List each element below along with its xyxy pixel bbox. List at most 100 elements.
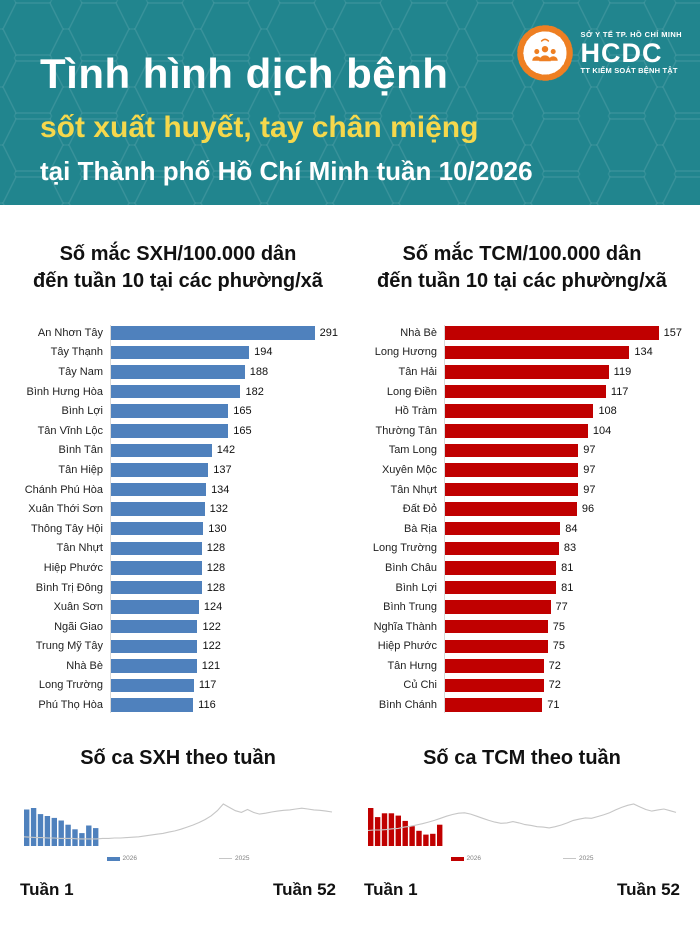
bar <box>110 463 209 477</box>
bar-value-label: 75 <box>552 640 566 653</box>
bar <box>110 345 250 360</box>
bar-value-label: 75 <box>552 620 566 633</box>
bar-track: 97 <box>444 463 682 477</box>
bar <box>110 659 197 673</box>
hcdc-logo: SỞ Y TẾ TP. HỒ CHÍ MINH HCDC TT KIỂM SOÁ… <box>516 24 682 82</box>
bar-value-label: 134 <box>634 346 653 359</box>
bar-track: 117 <box>444 384 682 399</box>
bar-value-label: 104 <box>592 424 612 437</box>
sxh-week-axis-labels: Tuần 1 Tuần 52 <box>18 880 338 900</box>
bar-track: 72 <box>444 678 682 693</box>
bar-track: 96 <box>444 502 682 516</box>
bar-category-label: Tây Thạnh <box>50 346 103 359</box>
bar-track: 132 <box>110 502 338 516</box>
bar-value-label: 122 <box>202 640 221 653</box>
bar-row: Bình Trị Đông 128 <box>18 578 338 598</box>
bar-value-label: 96 <box>581 503 595 516</box>
bar-value-label: 97 <box>583 483 596 496</box>
bar <box>444 463 579 477</box>
bar-track: 117 <box>110 678 338 693</box>
bar-category-label: Tân Hiệp <box>58 463 103 476</box>
bar-category-label: Xuân Sơn <box>53 601 103 614</box>
bar-category-label: Nghĩa Thành <box>373 620 437 633</box>
bar <box>110 521 204 536</box>
legend-label-2026: 2026 <box>122 855 137 862</box>
bar-track: 124 <box>110 600 338 614</box>
page-subtitle-location-week: tại Thành phố Hồ Chí Minh tuần 10/2026 <box>40 156 533 186</box>
bar-value-label: 132 <box>209 503 228 516</box>
bar-row: Tân Hiệp 137 <box>18 460 338 480</box>
page-title: Tình hình dịch bệnh <box>40 50 449 97</box>
bar <box>444 541 559 556</box>
line-series-swatch <box>563 858 576 859</box>
bar-value-label: 119 <box>613 365 632 378</box>
bar <box>110 561 202 575</box>
bar-category-label: Đất Đỏ <box>402 503 437 516</box>
bar-category-label: Tân Hưng <box>387 659 437 672</box>
bar-row: Bình Chánh 71 <box>362 695 682 715</box>
bar-value-label: 117 <box>198 679 217 692</box>
bar-row: Xuân Sơn 124 <box>18 597 338 617</box>
header-titles: Tình hình dịch bệnh sốt xuất huyết, tay … <box>0 0 700 187</box>
tcm-weekly-plot <box>362 794 682 852</box>
bar <box>444 345 630 360</box>
bar-value-label: 194 <box>254 346 273 359</box>
bar <box>444 326 659 340</box>
bar-track: 165 <box>110 404 338 418</box>
hcdc-logo-icon <box>516 25 573 81</box>
bar-row: Củ Chi 72 <box>362 676 682 696</box>
bar-category-label: Tây Nam <box>58 365 103 378</box>
bar-track: 128 <box>110 541 338 556</box>
bar-category-label: Nhà Bè <box>66 659 103 672</box>
bar-value-label: 182 <box>245 385 264 398</box>
bar-value-label: 165 <box>233 405 252 418</box>
hcdc-logo-text: SỞ Y TẾ TP. HỒ CHÍ MINH HCDC TT KIỂM SOÁ… <box>581 30 682 75</box>
bar-track: 142 <box>110 443 338 458</box>
bar-value-label: 137 <box>213 463 232 476</box>
bar-value-label: 108 <box>598 405 617 418</box>
bar-track: 77 <box>444 600 682 614</box>
bar-value-label: 81 <box>561 561 574 574</box>
bar-row: Bình Hưng Hòa 182 <box>18 382 338 402</box>
weekly-trend-section: Số ca SXH theo tuần 2026 2025 Tuần 1 Tuầ… <box>0 715 700 900</box>
bar-value-label: 116 <box>198 699 216 712</box>
bar-category-label: Bình Trung <box>383 601 437 614</box>
sxh-chart-title-line1: Số mắc SXH/100.000 dân <box>59 243 297 265</box>
sxh-bar-rows: An Nhơn Tây 291 Tây Thạnh 194 Tây Nam 188 Bình… <box>18 323 338 715</box>
bar-track: 84 <box>444 521 682 536</box>
bar <box>444 639 548 654</box>
bar-value-label: 81 <box>561 581 574 594</box>
bar-category-label: Hồ Tràm <box>394 405 437 418</box>
bar-value-label: 157 <box>663 326 682 339</box>
bar-track: 71 <box>444 698 682 712</box>
bar-track: 122 <box>110 639 338 654</box>
bar <box>444 482 579 497</box>
bar-category-label: Thường Tân <box>375 424 437 437</box>
bar <box>444 561 557 575</box>
bar-value-label: 124 <box>203 601 223 614</box>
bar-value-label: 291 <box>319 326 338 339</box>
bar-track: 134 <box>110 482 338 497</box>
bar <box>444 600 551 614</box>
tcm-chart-title-line2: đến tuần 10 tại các phường/xã <box>377 270 667 292</box>
bar-category-label: Phú Thọ Hòa <box>38 699 103 712</box>
sxh-chart-title: Số mắc SXH/100.000 dân đến tuần 10 tại c… <box>18 241 338 295</box>
bar <box>444 424 588 438</box>
legend-label-2025: 2025 <box>235 855 250 862</box>
bar <box>444 619 548 634</box>
bar-row: Nghĩa Thành 75 <box>362 617 682 637</box>
sxh-weekly-title: Số ca SXH theo tuần <box>80 747 276 769</box>
bar-row: Thông Tây Hội 130 <box>18 519 338 539</box>
bar-track: 97 <box>444 482 682 497</box>
bar <box>110 502 205 516</box>
bar-track: 83 <box>444 541 682 556</box>
bar-track: 130 <box>110 521 338 536</box>
bar-category-label: Long Hương <box>374 346 437 359</box>
bar <box>110 541 202 556</box>
tcm-weekly-title: Số ca TCM theo tuần <box>423 747 621 769</box>
bar-track: 97 <box>444 443 682 458</box>
bar-row: Nhà Bè 121 <box>18 656 338 676</box>
bar <box>110 678 194 693</box>
bar-value-label: 71 <box>547 699 560 712</box>
bar-row: Thường Tân 104 <box>362 421 682 441</box>
